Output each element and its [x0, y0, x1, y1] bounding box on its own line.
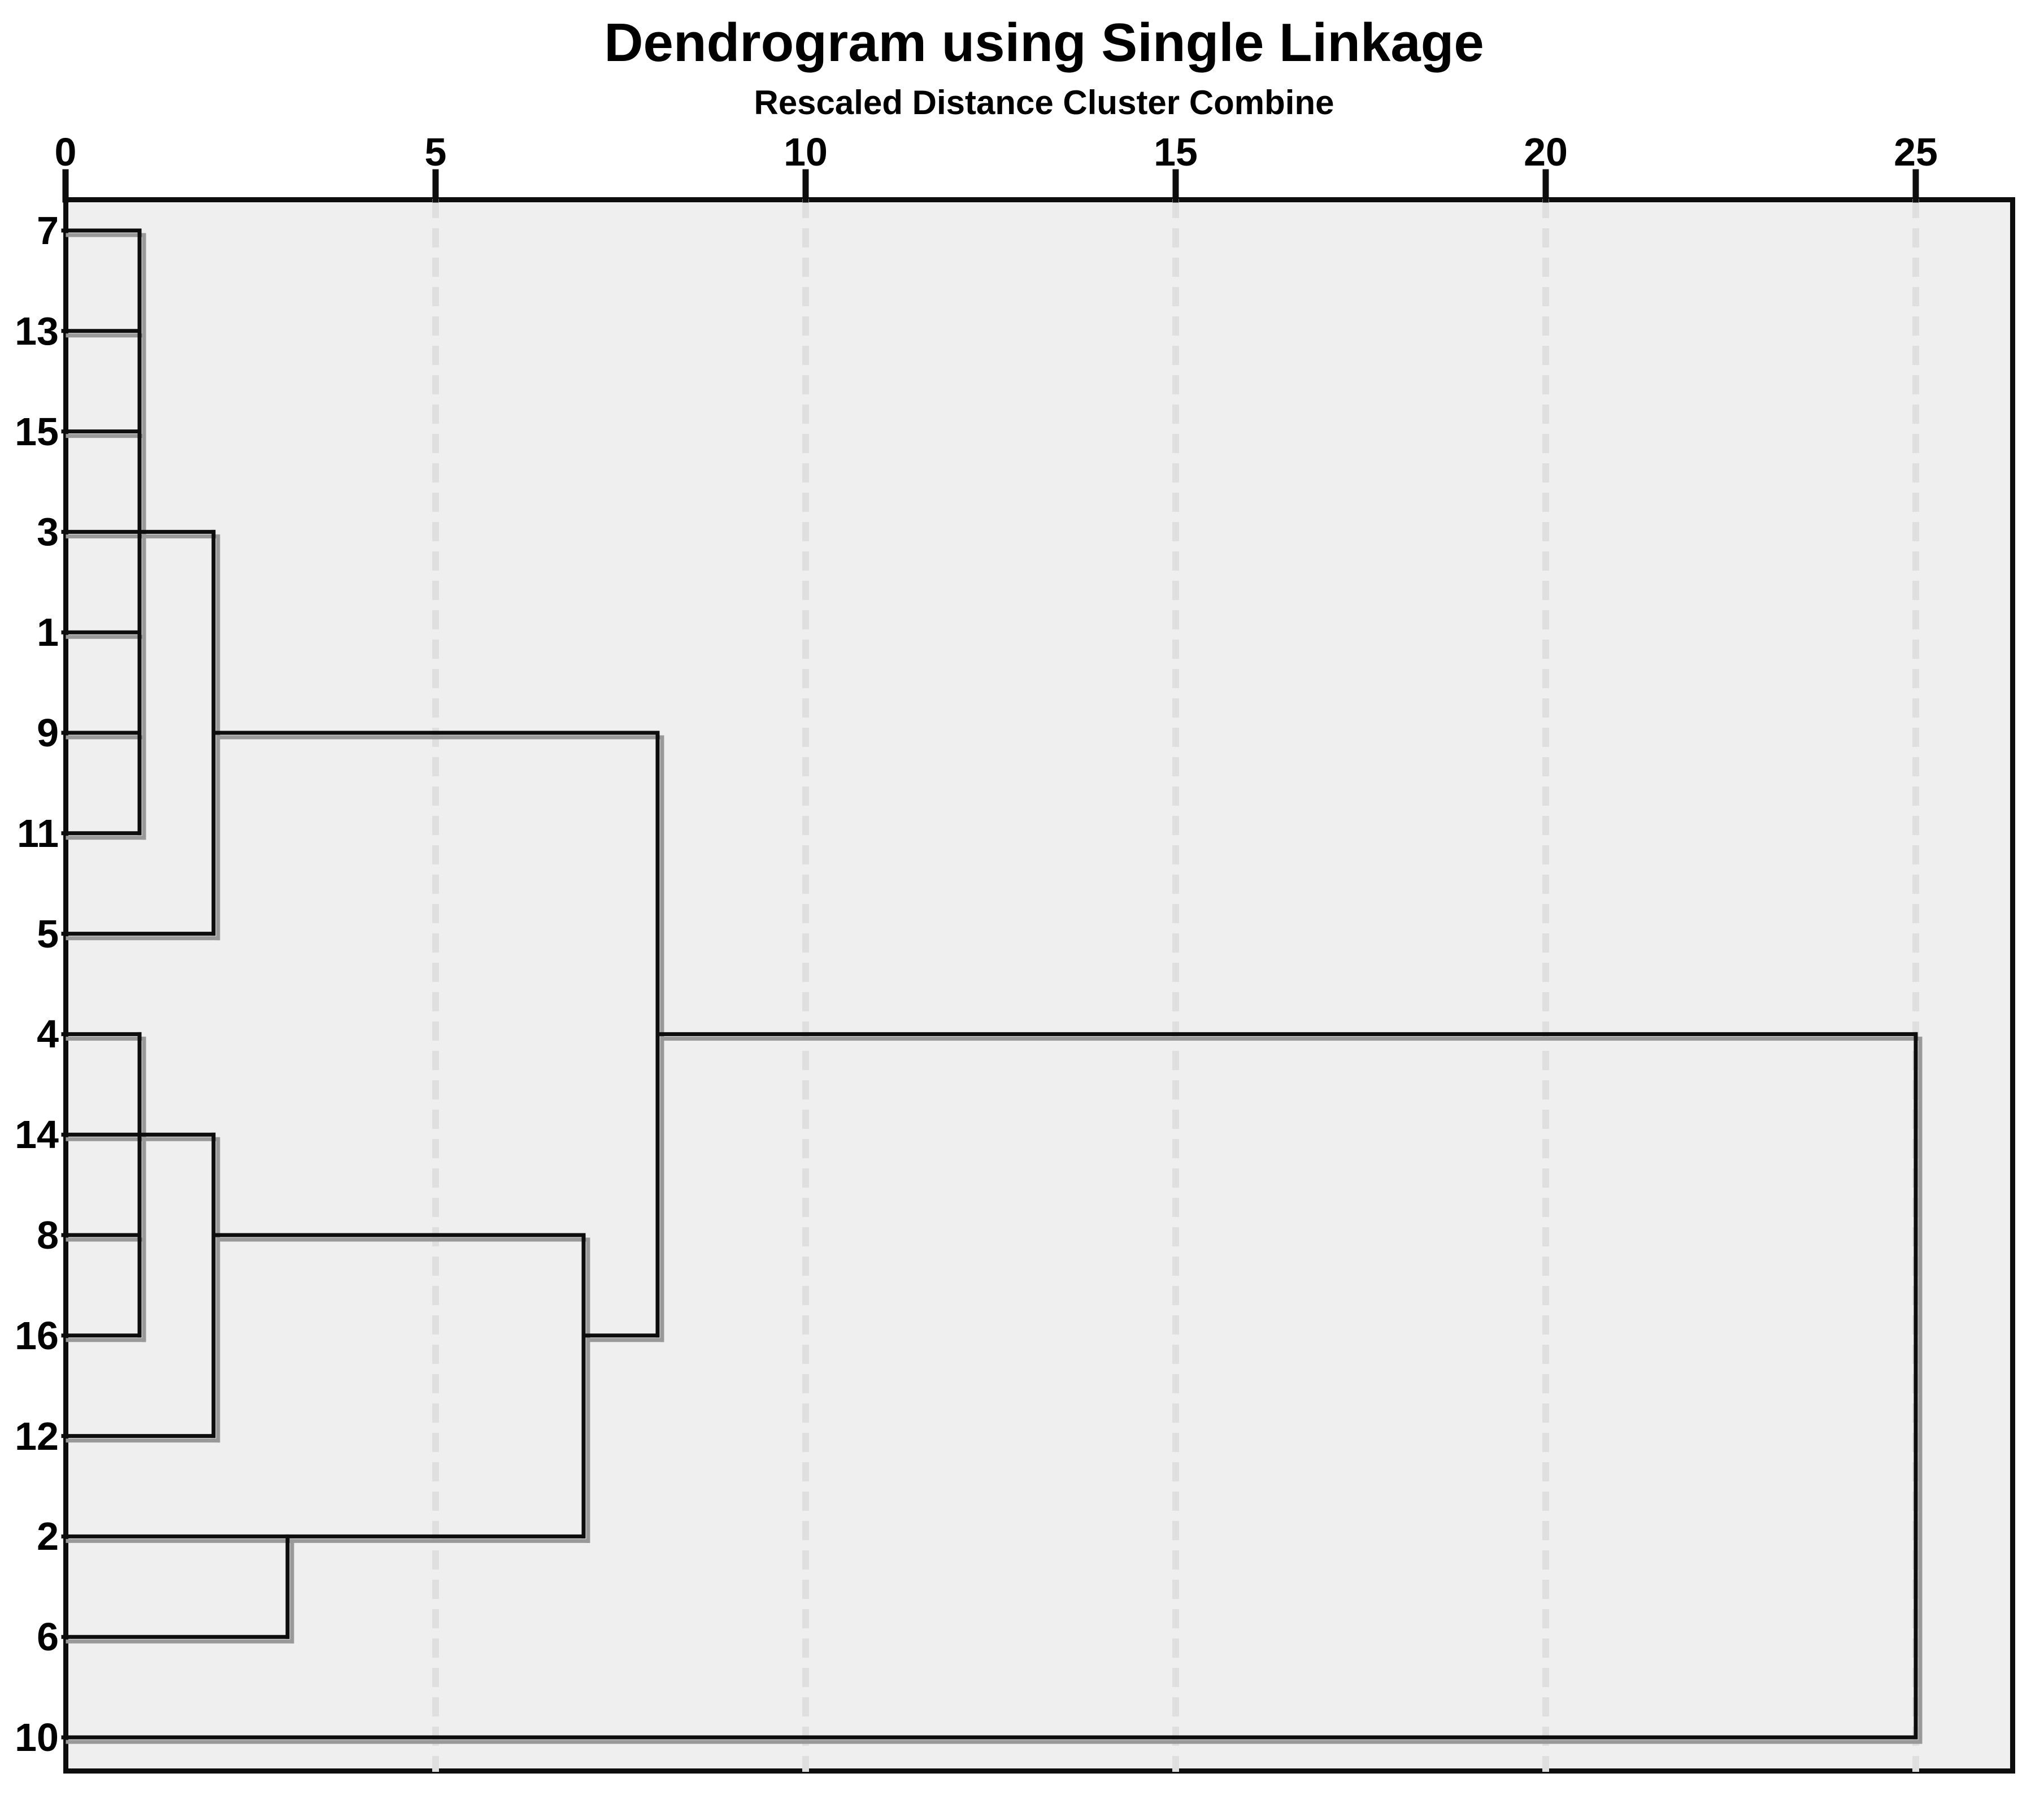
axis-tick-label-5: 5	[424, 130, 447, 174]
plot-area	[63, 197, 2015, 1774]
axis-tick-label-0: 0	[54, 130, 77, 174]
leaf-label-5: 5	[37, 911, 59, 956]
axis-tick-label-25: 25	[1894, 130, 1938, 174]
leaf-label-9: 9	[37, 711, 59, 755]
leaf-label-4: 4	[37, 1012, 59, 1057]
leaf-label-3: 3	[37, 510, 59, 554]
leaf-label-2: 2	[37, 1514, 59, 1559]
leaf-label-14: 14	[15, 1112, 59, 1157]
leaf-label-1: 1	[37, 610, 59, 655]
leaf-label-7: 7	[37, 208, 59, 253]
leaf-label-15: 15	[15, 409, 59, 454]
chart-title: Dendrogram using Single Linkage	[604, 12, 1484, 73]
axis-tick-label-10: 10	[784, 130, 828, 174]
leaf-label-12: 12	[15, 1414, 59, 1458]
leaf-label-10: 10	[15, 1715, 59, 1759]
axis-tick-label-15: 15	[1154, 130, 1198, 174]
axis-tick-label-20: 20	[1524, 130, 1568, 174]
leaf-label-6: 6	[37, 1615, 59, 1659]
leaf-label-11: 11	[17, 811, 59, 855]
chart-subtitle: Rescaled Distance Cluster Combine	[754, 84, 1334, 121]
leaf-label-8: 8	[37, 1213, 59, 1257]
leaf-label-13: 13	[15, 308, 59, 353]
leaf-label-16: 16	[15, 1313, 59, 1358]
